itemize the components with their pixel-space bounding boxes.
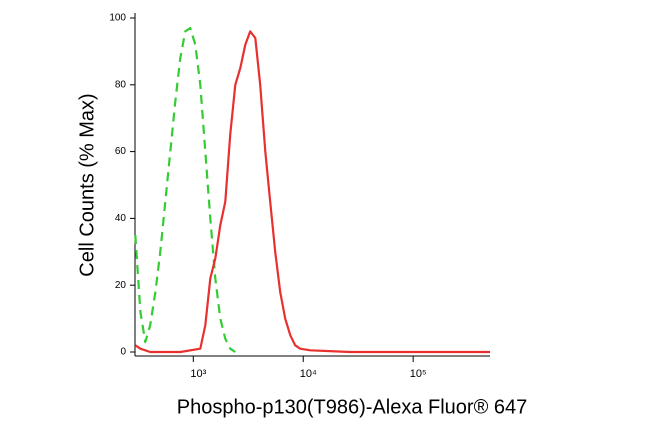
x-tick-label: 10⁴ xyxy=(300,368,317,380)
y-tick-label: 60 xyxy=(115,146,127,157)
y-tick-label: 40 xyxy=(115,213,127,224)
y-axis-title: Cell Counts (% Max) xyxy=(76,93,98,276)
y-tick-label: 0 xyxy=(120,347,126,358)
y-tick-label: 100 xyxy=(109,13,126,24)
x-tick-label: 10³ xyxy=(190,368,206,380)
series-line xyxy=(134,26,236,353)
x-tick-label: 10⁵ xyxy=(410,368,427,380)
y-tick-label: 20 xyxy=(115,280,127,291)
x-axis-title: Phospho-p130(T986)-Alexa Fluor® 647 xyxy=(177,396,528,418)
series-line xyxy=(134,30,490,354)
y-tick-label: 80 xyxy=(115,79,127,90)
